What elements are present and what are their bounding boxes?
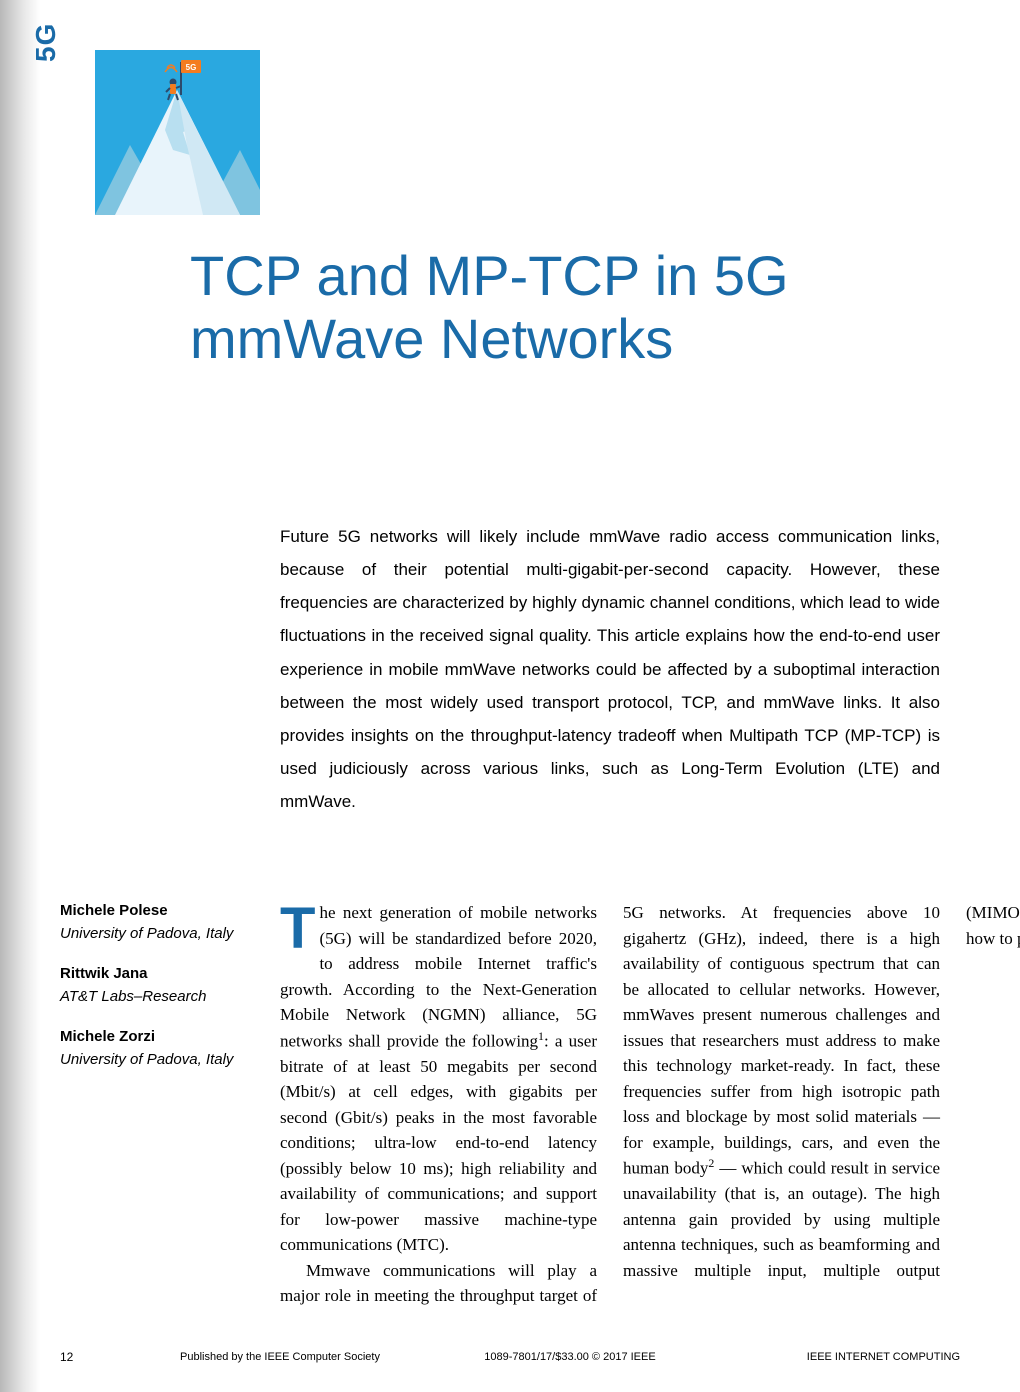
author-name: Michele Zorzi (60, 1026, 260, 1049)
page-number: 12 (60, 1350, 140, 1364)
author-affiliation: AT&T Labs–Research (60, 986, 260, 1009)
section-tag: 5G (30, 23, 62, 62)
author-name: Michele Polese (60, 900, 260, 923)
author-name: Rittwik Jana (60, 963, 260, 986)
article-title: TCP and MP-TCP in 5G mmWave Networks (190, 245, 930, 370)
article-abstract: Future 5G networks will likely include m… (280, 520, 940, 818)
body-span: he next generation of mobile networks (5… (280, 903, 597, 1050)
author-affiliation: University of Padova, Italy (60, 923, 260, 946)
page-footer: 12 Published by the IEEE Computer Societ… (60, 1350, 960, 1364)
dropcap: T (280, 900, 319, 953)
author-affiliation: University of Padova, Italy (60, 1049, 260, 1072)
publisher-info: Published by the IEEE Computer Society (140, 1351, 440, 1363)
left-gradient-bar (0, 0, 40, 1392)
body-span: : a user bitrate of at least 50 megabits… (280, 1031, 597, 1254)
copyright-info: 1089-7801/17/$33.00 © 2017 IEEE (440, 1351, 700, 1363)
body-text: The next generation of mobile networks (… (280, 900, 940, 1310)
author-list: Michele Polese University of Padova, Ita… (60, 900, 260, 1089)
journal-name: IEEE INTERNET COMPUTING (700, 1351, 960, 1363)
mountain-5g-icon: 5G (95, 50, 260, 215)
svg-text:5G: 5G (186, 63, 197, 72)
body-paragraph: The next generation of mobile networks (… (280, 900, 597, 1258)
